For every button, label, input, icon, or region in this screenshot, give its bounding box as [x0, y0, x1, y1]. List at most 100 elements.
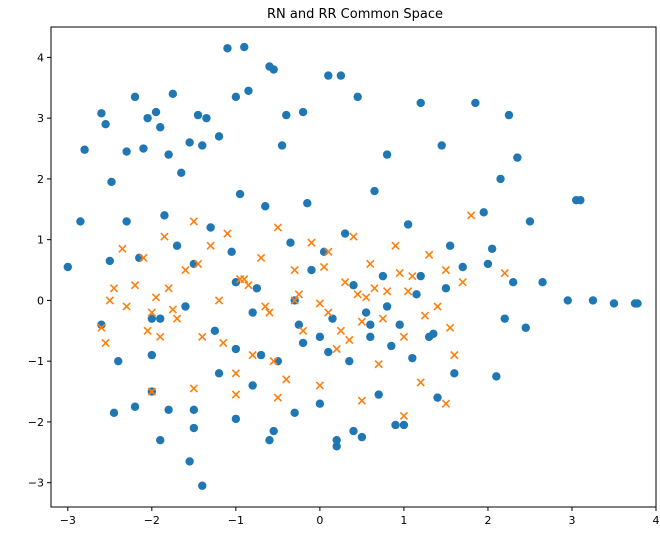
data-point-series-1 — [324, 71, 333, 80]
data-point-series-2 — [345, 335, 354, 345]
data-point-series-1 — [609, 299, 619, 308]
data-point-series-1 — [441, 284, 451, 293]
data-point-series-2 — [156, 332, 165, 342]
data-point-series-1 — [147, 314, 157, 323]
x-marker-stroke — [420, 311, 430, 320]
data-point-series-1 — [387, 341, 396, 351]
data-point-series-1 — [370, 186, 379, 196]
data-point-series-1 — [261, 202, 270, 211]
data-point-series-1 — [107, 177, 116, 187]
x-marker-stroke — [156, 332, 165, 342]
data-point-series-1 — [122, 217, 131, 226]
data-point-series-2 — [273, 393, 283, 402]
y-tick-label: −1 — [28, 355, 44, 368]
data-point-series-2 — [269, 357, 278, 366]
data-point-series-1 — [214, 369, 224, 378]
data-point-series-2 — [315, 299, 325, 308]
data-point-series-1 — [151, 107, 161, 117]
data-point-series-1 — [429, 329, 438, 339]
data-point-series-1 — [315, 399, 325, 408]
data-point-series-1 — [500, 314, 509, 323]
data-point-series-2 — [193, 259, 203, 269]
x-tick-label: −1 — [228, 514, 244, 527]
data-point-series-1 — [353, 92, 362, 102]
x-marker-stroke — [345, 335, 354, 345]
x-marker-stroke — [361, 293, 371, 302]
data-point-series-1 — [408, 353, 417, 363]
x-marker-stroke — [378, 314, 388, 323]
x-marker-stroke — [273, 393, 283, 402]
data-point-series-2 — [105, 296, 114, 305]
x-marker-stroke — [349, 232, 358, 241]
data-point-series-2 — [378, 314, 388, 323]
data-point-series-1 — [319, 247, 329, 257]
data-point-series-1 — [382, 150, 392, 159]
x-marker-stroke — [189, 217, 199, 226]
data-point-series-1 — [189, 405, 199, 414]
data-point-series-1 — [492, 372, 501, 381]
points-layer — [63, 42, 642, 490]
data-point-series-1 — [130, 92, 140, 102]
data-point-series-1 — [80, 145, 89, 154]
data-point-series-2 — [332, 344, 341, 354]
data-point-series-1 — [525, 217, 535, 226]
data-point-series-1 — [244, 86, 253, 95]
data-point-series-2 — [324, 308, 333, 317]
data-point-series-2 — [189, 384, 199, 393]
data-point-series-1 — [109, 408, 119, 418]
x-marker-stroke — [466, 211, 476, 220]
data-point-series-2 — [101, 338, 110, 348]
data-point-series-1 — [277, 141, 287, 150]
x-tick-label: 1 — [400, 514, 407, 527]
data-point-series-2 — [294, 290, 304, 299]
x-marker-stroke — [122, 302, 131, 311]
data-point-series-1 — [483, 259, 493, 269]
x-marker-stroke — [408, 271, 417, 281]
data-point-series-2 — [198, 332, 207, 342]
data-point-series-1 — [97, 320, 106, 329]
x-marker-stroke — [357, 317, 367, 326]
data-point-series-2 — [298, 326, 308, 335]
data-point-series-1 — [181, 302, 190, 311]
data-point-series-1 — [433, 393, 442, 402]
data-point-series-1 — [210, 326, 220, 335]
x-marker-stroke — [235, 274, 245, 284]
x-marker-stroke — [231, 369, 241, 378]
data-point-series-2 — [374, 360, 383, 369]
data-point-series-1 — [366, 332, 375, 342]
data-point-series-1 — [143, 113, 152, 123]
x-marker-stroke — [450, 350, 459, 360]
data-point-series-1 — [633, 299, 642, 308]
x-marker-stroke — [315, 299, 325, 308]
data-point-series-2 — [189, 217, 199, 226]
x-marker-stroke — [147, 387, 156, 396]
data-point-series-1 — [324, 347, 333, 357]
data-point-series-1 — [206, 223, 215, 232]
data-point-series-1 — [286, 238, 295, 247]
data-point-series-1 — [156, 123, 165, 132]
data-point-series-1 — [172, 241, 182, 250]
data-point-series-2 — [399, 411, 409, 421]
data-point-series-1 — [135, 253, 144, 263]
x-marker-stroke — [500, 268, 509, 278]
data-point-series-1 — [97, 109, 106, 118]
x-marker-stroke — [109, 284, 119, 293]
data-point-series-2 — [118, 244, 127, 253]
x-marker-stroke — [424, 250, 434, 260]
data-point-series-1 — [307, 265, 316, 275]
x-tick-label: 2 — [484, 514, 491, 527]
x-marker-stroke — [290, 265, 299, 275]
x-marker-stroke — [256, 253, 266, 263]
x-marker-stroke — [441, 399, 451, 408]
x-marker-stroke — [294, 290, 304, 299]
data-point-series-1 — [189, 259, 199, 269]
y-tick-label: 4 — [37, 51, 44, 64]
x-marker-stroke — [382, 287, 392, 296]
data-point-series-1 — [382, 302, 392, 311]
axes-layer: −3 −2 −1 0 1 2 3 4 −3 −2 −1 0 1 2 3 4 — [28, 26, 660, 527]
data-point-series-1 — [458, 262, 467, 272]
x-marker-stroke — [143, 326, 152, 335]
x-marker-stroke — [130, 281, 140, 290]
data-point-series-1 — [189, 423, 199, 433]
